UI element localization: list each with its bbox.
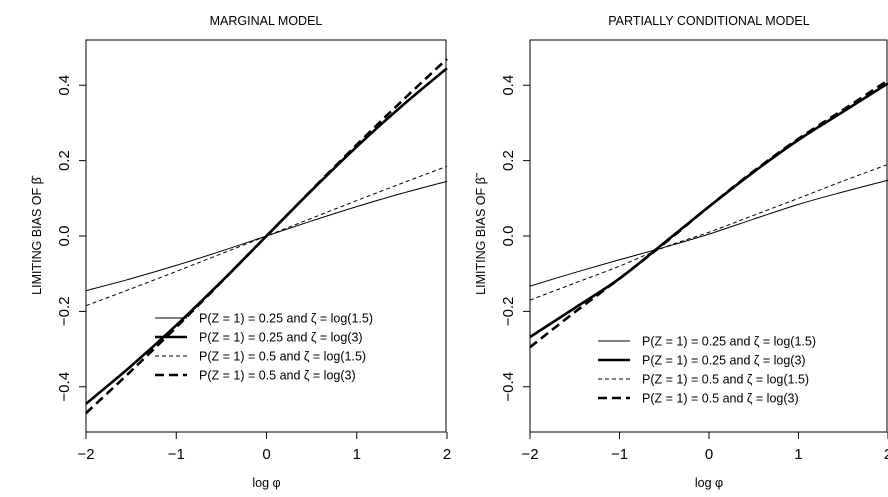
y-tick-label: 0.0 bbox=[56, 226, 73, 247]
y-tick-label: 0.2 bbox=[56, 150, 73, 171]
x-tick-label: 1 bbox=[794, 446, 802, 463]
chart-title: PARTIALLY CONDITIONAL MODEL bbox=[608, 14, 809, 28]
y-tick-label: 0.2 bbox=[500, 150, 517, 171]
legend-label: P(Z = 1) = 0.25 and ζ = log(1.5) bbox=[199, 312, 373, 326]
chart-panel-1: MARGINAL MODEL −2 −1 0 1 2 −0.4 −0.2 0.0 0.2 0.4 lo… bbox=[30, 14, 451, 490]
legend: P(Z = 1) = 0.25 and ζ = log(1.5) P(Z = 1)… bbox=[598, 335, 816, 406]
y-axis-label: LIMITING BIAS OF β̂ bbox=[30, 174, 44, 295]
y-axis-label: LIMITING BIAS OF β̃ bbox=[474, 172, 488, 295]
x-tick-label: −2 bbox=[77, 446, 94, 463]
chart-title: MARGINAL MODEL bbox=[210, 14, 323, 28]
legend-label: P(Z = 1) = 0.5 and ζ = log(3) bbox=[642, 392, 799, 406]
y-tick-label: −0.2 bbox=[500, 297, 517, 327]
series-line-4 bbox=[529, 79, 888, 349]
legend-label: P(Z = 1) = 0.25 and ζ = log(3) bbox=[199, 331, 363, 345]
legend: P(Z = 1) = 0.25 and ζ = log(1.5) P(Z = 1)… bbox=[155, 312, 373, 383]
legend-label: P(Z = 1) = 0.25 and ζ = log(3) bbox=[642, 354, 806, 368]
y-tick-label: 0.4 bbox=[500, 75, 517, 96]
x-tick-label: 2 bbox=[884, 446, 888, 463]
x-tick-label: 2 bbox=[443, 446, 451, 463]
chart-panel-2: PARTIALLY CONDITIONAL MODEL −2 −1 0 1 2 −0.4 −0… bbox=[474, 14, 888, 490]
x-tick-label: 1 bbox=[353, 446, 361, 463]
y-tick-label: −0.4 bbox=[56, 372, 73, 402]
x-tick-label: −2 bbox=[521, 446, 538, 463]
legend-label: P(Z = 1) = 0.5 and ζ = log(1.5) bbox=[199, 350, 366, 364]
y-tick-label: −0.2 bbox=[56, 297, 73, 327]
series-line-3 bbox=[85, 165, 448, 307]
x-tick-label: −1 bbox=[168, 446, 185, 463]
legend-label: P(Z = 1) = 0.5 and ζ = log(3) bbox=[199, 369, 356, 383]
x-axis-label: log φ bbox=[695, 476, 723, 490]
y-tick-label: 0.0 bbox=[500, 226, 517, 247]
y-tick-label: −0.4 bbox=[500, 372, 517, 402]
legend-label: P(Z = 1) = 0.5 and ζ = log(1.5) bbox=[642, 373, 809, 387]
x-tick-label: 0 bbox=[262, 446, 270, 463]
legend-label: P(Z = 1) = 0.25 and ζ = log(1.5) bbox=[642, 335, 816, 349]
x-tick-label: 0 bbox=[705, 446, 713, 463]
series-line-4 bbox=[85, 57, 448, 415]
y-tick-label: 0.4 bbox=[56, 75, 73, 96]
x-axis-label: log φ bbox=[252, 476, 280, 490]
series-line-3 bbox=[529, 163, 888, 301]
series-line-1 bbox=[529, 179, 888, 287]
series-line-2 bbox=[529, 82, 888, 339]
x-tick-label: −1 bbox=[611, 446, 628, 463]
